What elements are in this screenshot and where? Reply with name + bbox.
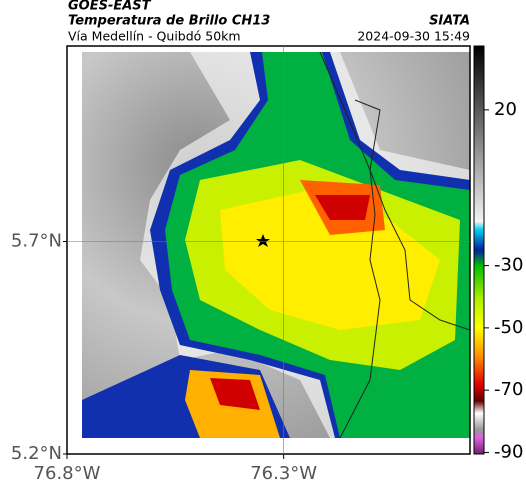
x-tick-label: 76.8°W — [34, 463, 101, 484]
colorbar — [473, 45, 485, 455]
colorbar-tick-label: -30 — [494, 255, 523, 276]
colorbar-tick-label: -50 — [494, 317, 523, 338]
region: Vía Medellín - Quibdó 50km — [68, 29, 241, 44]
colorbar-tick-label: 20 — [494, 99, 517, 120]
source: SIATA — [429, 14, 470, 29]
colorbar-tick-label: -70 — [494, 379, 523, 400]
header: GOES-EAST Temperatura de Brillo CH13 SIA… — [68, 0, 470, 44]
subtitle: Temperatura de Brillo CH13 — [68, 14, 270, 29]
axes: 76.8°W 76.3°W 5.2°N 5.7°N 20 -30 -50 -70 -90 — [11, 46, 523, 484]
y-tick-label: 5.7°N — [11, 231, 62, 252]
y-tick-label: 5.2°N — [11, 443, 62, 464]
colorbar-tick-label: -90 — [494, 441, 523, 462]
satellite-image — [82, 52, 470, 438]
x-tick-label: 76.3°W — [250, 463, 317, 484]
title: GOES-EAST — [68, 0, 152, 14]
location-marker — [256, 234, 270, 247]
map-frame — [66, 45, 471, 455]
timestamp: 2024-09-30 15:49 — [357, 29, 470, 44]
